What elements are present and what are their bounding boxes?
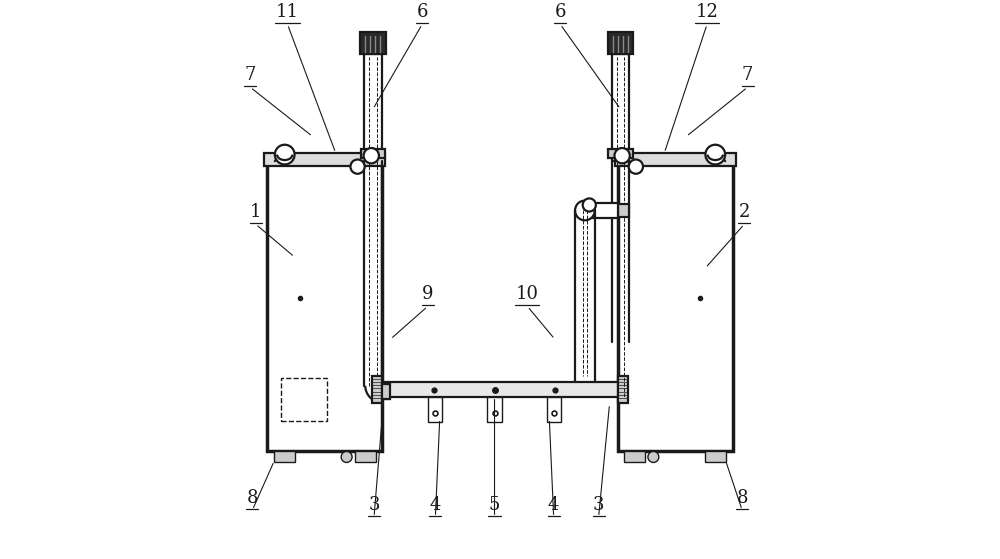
Bar bbox=[618, 376, 628, 402]
Circle shape bbox=[275, 145, 295, 164]
Circle shape bbox=[583, 198, 596, 211]
Text: 7: 7 bbox=[245, 66, 256, 84]
Text: 6: 6 bbox=[416, 3, 428, 21]
Bar bbox=[382, 384, 390, 400]
Circle shape bbox=[350, 159, 365, 174]
Bar bbox=[608, 149, 633, 158]
Circle shape bbox=[575, 201, 595, 220]
Circle shape bbox=[341, 452, 352, 462]
Text: 4: 4 bbox=[548, 496, 559, 514]
Text: 6: 6 bbox=[555, 3, 566, 21]
Bar bbox=[361, 149, 385, 158]
Bar bbox=[355, 452, 376, 462]
Circle shape bbox=[648, 452, 659, 462]
Text: 8: 8 bbox=[247, 489, 258, 507]
Bar bbox=[618, 161, 733, 452]
Text: 2: 2 bbox=[739, 203, 750, 221]
Bar bbox=[360, 32, 386, 54]
Text: 9: 9 bbox=[422, 285, 433, 303]
Text: 12: 12 bbox=[696, 3, 719, 21]
Bar bbox=[281, 377, 327, 421]
Bar bbox=[428, 397, 442, 422]
Circle shape bbox=[364, 148, 379, 163]
Bar bbox=[487, 397, 502, 422]
Bar bbox=[267, 161, 382, 452]
Bar bbox=[264, 154, 385, 165]
Text: 3: 3 bbox=[368, 496, 380, 514]
Bar bbox=[624, 452, 645, 462]
Bar bbox=[585, 203, 618, 218]
Bar bbox=[274, 452, 295, 462]
Text: 7: 7 bbox=[742, 66, 753, 84]
Text: 3: 3 bbox=[593, 496, 604, 514]
Bar bbox=[615, 154, 736, 165]
Text: 5: 5 bbox=[489, 496, 500, 514]
Bar bbox=[547, 397, 561, 422]
Bar bbox=[612, 54, 629, 161]
Bar bbox=[379, 383, 389, 400]
Bar bbox=[705, 452, 726, 462]
Bar bbox=[364, 54, 382, 161]
Text: 1: 1 bbox=[250, 203, 261, 221]
Circle shape bbox=[629, 159, 643, 174]
Text: 4: 4 bbox=[430, 496, 441, 514]
Bar bbox=[618, 204, 629, 217]
Text: 10: 10 bbox=[516, 285, 539, 303]
Text: 11: 11 bbox=[276, 3, 299, 21]
Circle shape bbox=[705, 145, 725, 164]
Circle shape bbox=[614, 148, 630, 163]
Text: 8: 8 bbox=[736, 489, 748, 507]
Bar bbox=[382, 382, 618, 397]
Bar bbox=[372, 376, 382, 402]
Bar bbox=[608, 32, 633, 54]
